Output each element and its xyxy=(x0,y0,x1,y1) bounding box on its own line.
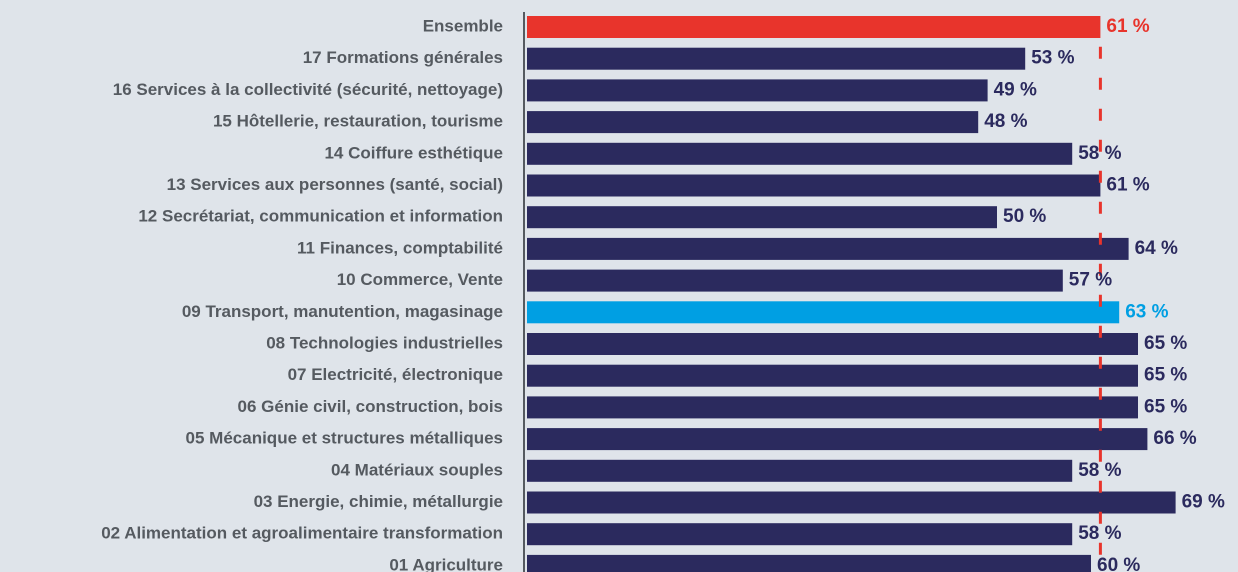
value-label: 61 % xyxy=(1106,16,1149,37)
category-label: 17 Formations générales xyxy=(303,48,503,67)
category-label: 04 Matériaux souples xyxy=(331,460,503,479)
value-label: 58 % xyxy=(1078,523,1121,544)
value-label: 50 % xyxy=(1003,206,1046,227)
bar xyxy=(527,47,1026,70)
value-label: 64 % xyxy=(1135,238,1178,259)
category-label: 11 Finances, comptabilité xyxy=(297,238,503,257)
bar xyxy=(527,364,1138,387)
category-label: 08 Technologies industrielles xyxy=(266,333,503,352)
category-label: 05 Mécanique et structures métalliques xyxy=(186,429,503,448)
bar xyxy=(527,142,1073,165)
category-label: 09 Transport, manutention, magasinage xyxy=(182,302,503,321)
category-label: 15 Hôtellerie, restauration, tourisme xyxy=(213,112,503,131)
category-label: 16 Services à la collectivité (sécurité,… xyxy=(113,80,503,99)
value-label: 65 % xyxy=(1144,365,1187,386)
bar xyxy=(527,79,988,102)
category-label: 07 Electricité, électronique xyxy=(288,365,503,384)
bar xyxy=(527,237,1129,260)
category-label: 12 Secrétariat, communication et informa… xyxy=(138,207,503,226)
value-label: 53 % xyxy=(1031,48,1074,69)
bar xyxy=(527,396,1138,419)
bar xyxy=(527,16,1101,38)
bar xyxy=(527,491,1176,514)
category-label: Ensemble xyxy=(423,16,503,35)
category-label: 03 Energie, chimie, métallurgie xyxy=(254,492,503,511)
value-label: 65 % xyxy=(1144,333,1187,354)
value-label: 58 % xyxy=(1078,460,1121,481)
bar xyxy=(527,174,1101,197)
value-label: 65 % xyxy=(1144,396,1187,417)
category-label: 14 Coiffure esthétique xyxy=(324,143,503,162)
value-label: 48 % xyxy=(984,111,1027,132)
value-label: 57 % xyxy=(1069,270,1112,291)
bar xyxy=(527,206,997,229)
category-label: 01 Agriculture xyxy=(389,555,503,572)
bar xyxy=(527,111,979,134)
bar xyxy=(527,269,1063,292)
bar xyxy=(527,333,1138,355)
value-label: 60 % xyxy=(1097,555,1140,572)
bar xyxy=(527,523,1073,546)
category-label: 06 Génie civil, construction, bois xyxy=(238,397,503,416)
value-label: 66 % xyxy=(1153,428,1196,449)
value-label: 49 % xyxy=(994,79,1037,100)
value-label: 63 % xyxy=(1125,301,1168,322)
bar xyxy=(527,428,1148,451)
value-label: 58 % xyxy=(1078,143,1121,164)
bar xyxy=(527,554,1091,572)
category-label: 10 Commerce, Vente xyxy=(337,270,503,289)
value-label: 69 % xyxy=(1182,492,1225,513)
value-label: 61 % xyxy=(1106,175,1149,196)
category-label: 13 Services aux personnes (santé, social… xyxy=(167,175,503,194)
bar xyxy=(527,301,1120,324)
bar xyxy=(527,459,1073,482)
category-label: 02 Alimentation et agroalimentaire trans… xyxy=(101,524,503,543)
